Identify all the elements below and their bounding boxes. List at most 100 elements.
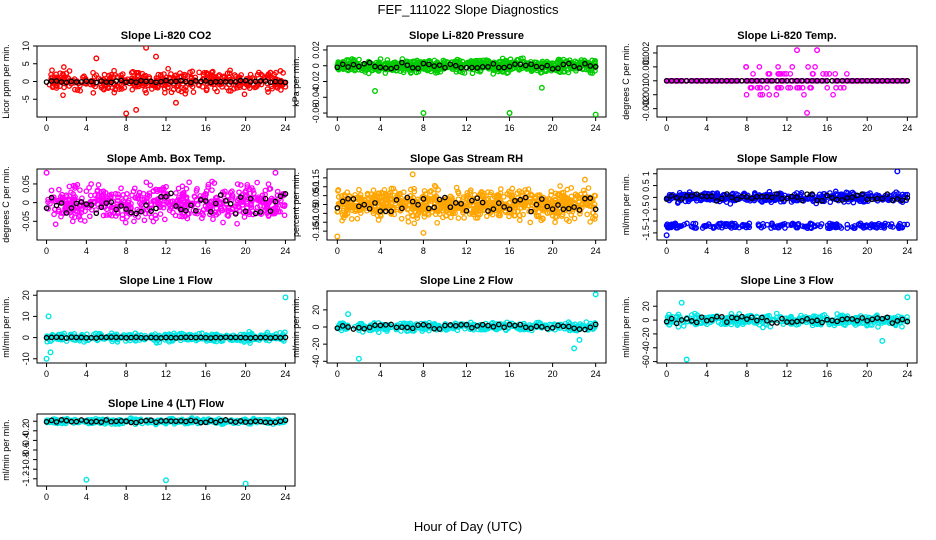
hourly-point: [749, 195, 755, 202]
hourly-point: [153, 205, 159, 212]
data-point: [425, 211, 432, 218]
hourly-point: [193, 207, 199, 214]
panel-y-label: ml/min per min.: [1, 296, 11, 358]
hourly-point: [163, 193, 169, 200]
outlier-point: [334, 233, 341, 240]
data-point: [757, 91, 764, 98]
data-point: [511, 201, 518, 208]
data-point: [357, 210, 364, 216]
y-tick-label: 5: [21, 61, 31, 66]
data-point: [167, 198, 174, 205]
y-tick-label: 0.1: [311, 180, 321, 193]
data-point: [118, 72, 124, 79]
outlier-point: [663, 232, 670, 239]
outlier-point: [45, 313, 52, 320]
y-tick-label: 0: [641, 78, 651, 83]
x-tick-label: 24: [902, 246, 912, 256]
hourly-point: [366, 324, 373, 331]
data-point: [127, 204, 134, 211]
data-point: [339, 217, 345, 224]
data-point: [101, 71, 108, 78]
data-point: [195, 208, 202, 215]
x-tick-label: 4: [704, 369, 709, 379]
hourly-point: [544, 203, 551, 210]
hourly-point: [544, 62, 551, 69]
data-point: [681, 221, 688, 228]
data-point: [354, 215, 361, 222]
data-point: [434, 219, 441, 226]
outlier-point: [804, 109, 811, 116]
data-point: [90, 69, 96, 76]
data-point: [890, 224, 896, 230]
data-point: [504, 70, 510, 76]
hourly-point: [372, 322, 378, 329]
data-point: [143, 89, 149, 96]
data-point: [118, 185, 124, 192]
data-point: [131, 218, 137, 225]
data-point: [861, 77, 867, 84]
data-point: [476, 205, 483, 211]
x-tick-label: 12: [782, 246, 792, 256]
data-point: [571, 215, 578, 222]
outlier-point: [355, 355, 362, 362]
x-tick-label: 4: [378, 123, 383, 133]
data-point: [218, 207, 224, 214]
hourly-point: [350, 326, 357, 332]
data-point: [177, 337, 184, 344]
data-point: [789, 64, 796, 70]
hourly-point: [282, 191, 289, 197]
hourly-point: [549, 66, 556, 72]
data-point: [49, 67, 55, 74]
hourly-point: [555, 202, 561, 208]
y-tick-label: 0.5: [641, 179, 651, 192]
data-point: [216, 72, 223, 78]
panel-y-label: Licor ppm per min.: [1, 44, 11, 119]
y-tick-label: 20: [641, 301, 651, 311]
data-point: [775, 64, 781, 70]
data-point: [854, 195, 861, 202]
hourly-point: [522, 62, 529, 69]
data-point: [135, 69, 142, 76]
data-point: [234, 197, 241, 204]
panel-y-label: percent per min.: [291, 172, 301, 237]
hourly-point: [232, 78, 239, 85]
data-point: [447, 214, 454, 221]
x-tick-label: 12: [782, 369, 792, 379]
hourly-point: [133, 79, 139, 86]
hourly-point: [334, 205, 341, 211]
panel-4: Slope Amb. Box Temp.degrees C per min.0 4…: [1, 153, 296, 256]
hourly-point: [277, 193, 284, 200]
data-point: [205, 181, 212, 188]
panel-y-label: degrees C per min.: [621, 43, 631, 120]
data-point: [61, 330, 68, 337]
hourly-point: [884, 191, 891, 197]
data-point: [566, 200, 573, 206]
hourly-point: [431, 325, 438, 332]
data-point: [499, 55, 506, 62]
data-point: [357, 191, 364, 198]
data-point: [591, 192, 598, 199]
data-point: [250, 187, 256, 194]
panel-title: Slope Line 1 Flow: [120, 275, 213, 287]
y-tick-label: -0.05: [311, 203, 321, 224]
data-point: [118, 75, 124, 81]
x-tick-label: 16: [505, 246, 515, 256]
outlier-point: [372, 87, 379, 94]
hourly-point: [404, 62, 411, 69]
hourly-point: [68, 205, 75, 211]
data-point: [480, 193, 487, 200]
data-point: [760, 324, 766, 331]
data-point: [685, 196, 691, 202]
data-point: [382, 191, 389, 198]
y-tick-label: -10: [21, 352, 31, 365]
data-point: [61, 74, 68, 81]
hourly-point: [555, 322, 561, 329]
outlier-point: [172, 99, 179, 106]
data-point: [66, 183, 73, 190]
data-point: [813, 200, 820, 207]
hourly-point: [399, 59, 405, 66]
hourly-point: [108, 199, 115, 205]
data-point: [103, 212, 110, 218]
points-layer: [43, 46, 289, 117]
